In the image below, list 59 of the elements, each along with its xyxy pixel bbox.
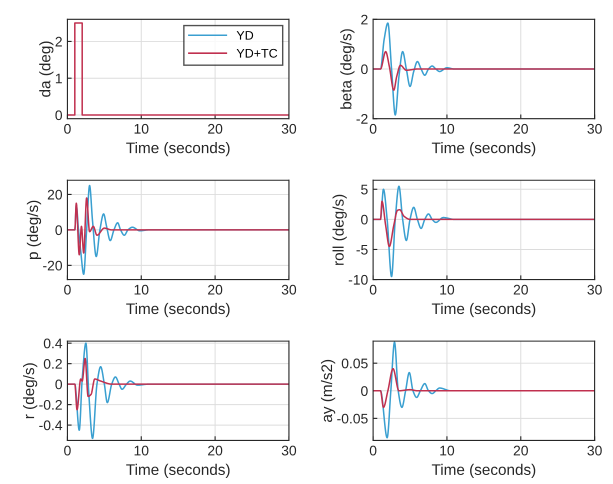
y-tick-label: 5 [361,184,368,194]
x-tick-label: 10 [134,284,148,295]
x-tick-label: 20 [208,124,222,134]
y-axis-title: ay (m/s2) [320,360,336,422]
y-tick-label: -0.2 [39,400,62,410]
x-tick-label: 0 [370,446,376,456]
y-tick-label: 2 [361,14,368,24]
y-axis-title: r (deg/s) [23,363,38,418]
y-tick-label: -20 [43,260,62,271]
x-axis-title: Time (seconds) [126,142,230,156]
y-tick-label: -10 [348,274,368,285]
x-tick-label: 0 [370,284,376,295]
x-tick-label: 10 [440,124,454,134]
y-tick-label: 0.05 [342,358,368,368]
x-tick-label: 30 [282,124,296,134]
x-tick-label: 20 [514,124,528,134]
y-tick-label: -5 [356,244,368,255]
x-tick-label: 30 [282,284,296,295]
y-tick-label: 0 [55,110,62,120]
x-tick-label: 0 [64,284,71,295]
x-tick-label: 0 [370,124,376,134]
y-tick-label: 0.2 [44,358,62,369]
y-tick-label: -0.4 [39,420,62,430]
y-tick-label: 20 [48,190,62,200]
y-tick-label: 0 [361,64,368,74]
x-tick-label: 20 [514,446,528,456]
y-tick-label: 0.4 [44,338,62,348]
x-tick-label: 10 [134,446,148,456]
x-tick-label: 30 [587,124,602,134]
y-tick-label: 2 [56,36,62,46]
y-axis-title: roll (deg/s) [332,194,347,265]
x-tick-label: 0 [64,446,71,456]
x-axis-title: Time (seconds) [432,302,536,318]
x-tick-label: 30 [587,446,602,456]
x-tick-label: 30 [587,284,602,295]
x-tick-label: 10 [134,124,148,134]
x-axis-title: Time (seconds) [126,464,230,478]
x-tick-label: 0 [64,124,71,134]
y-tick-label: 0 [361,386,368,396]
x-axis-title: Time (seconds) [432,142,536,156]
y-axis-title: p (deg/s) [26,200,42,260]
x-axis-title: Time (seconds) [126,302,230,318]
x-tick-label: 20 [208,284,222,295]
y-tick-label: 1 [56,74,62,84]
x-tick-label: 20 [208,446,222,456]
legend-label: YD [236,31,254,40]
x-tick-label: 30 [282,446,296,456]
x-axis-title: Time (seconds) [432,464,536,478]
y-tick-label: 0 [55,225,62,236]
y-tick-label: 0 [55,379,62,390]
x-tick-label: 10 [440,446,454,456]
y-tick-label: -0.05 [337,414,368,424]
x-tick-label: 10 [440,284,454,295]
x-tick-label: 20 [514,284,528,295]
y-axis-title: beta (deg/s) [340,29,355,109]
y-axis-title: da (deg) [39,42,54,97]
y-tick-label: 0 [361,214,368,225]
y-tick-label: -2 [356,114,368,124]
legend-label: YD+TC [236,48,278,58]
